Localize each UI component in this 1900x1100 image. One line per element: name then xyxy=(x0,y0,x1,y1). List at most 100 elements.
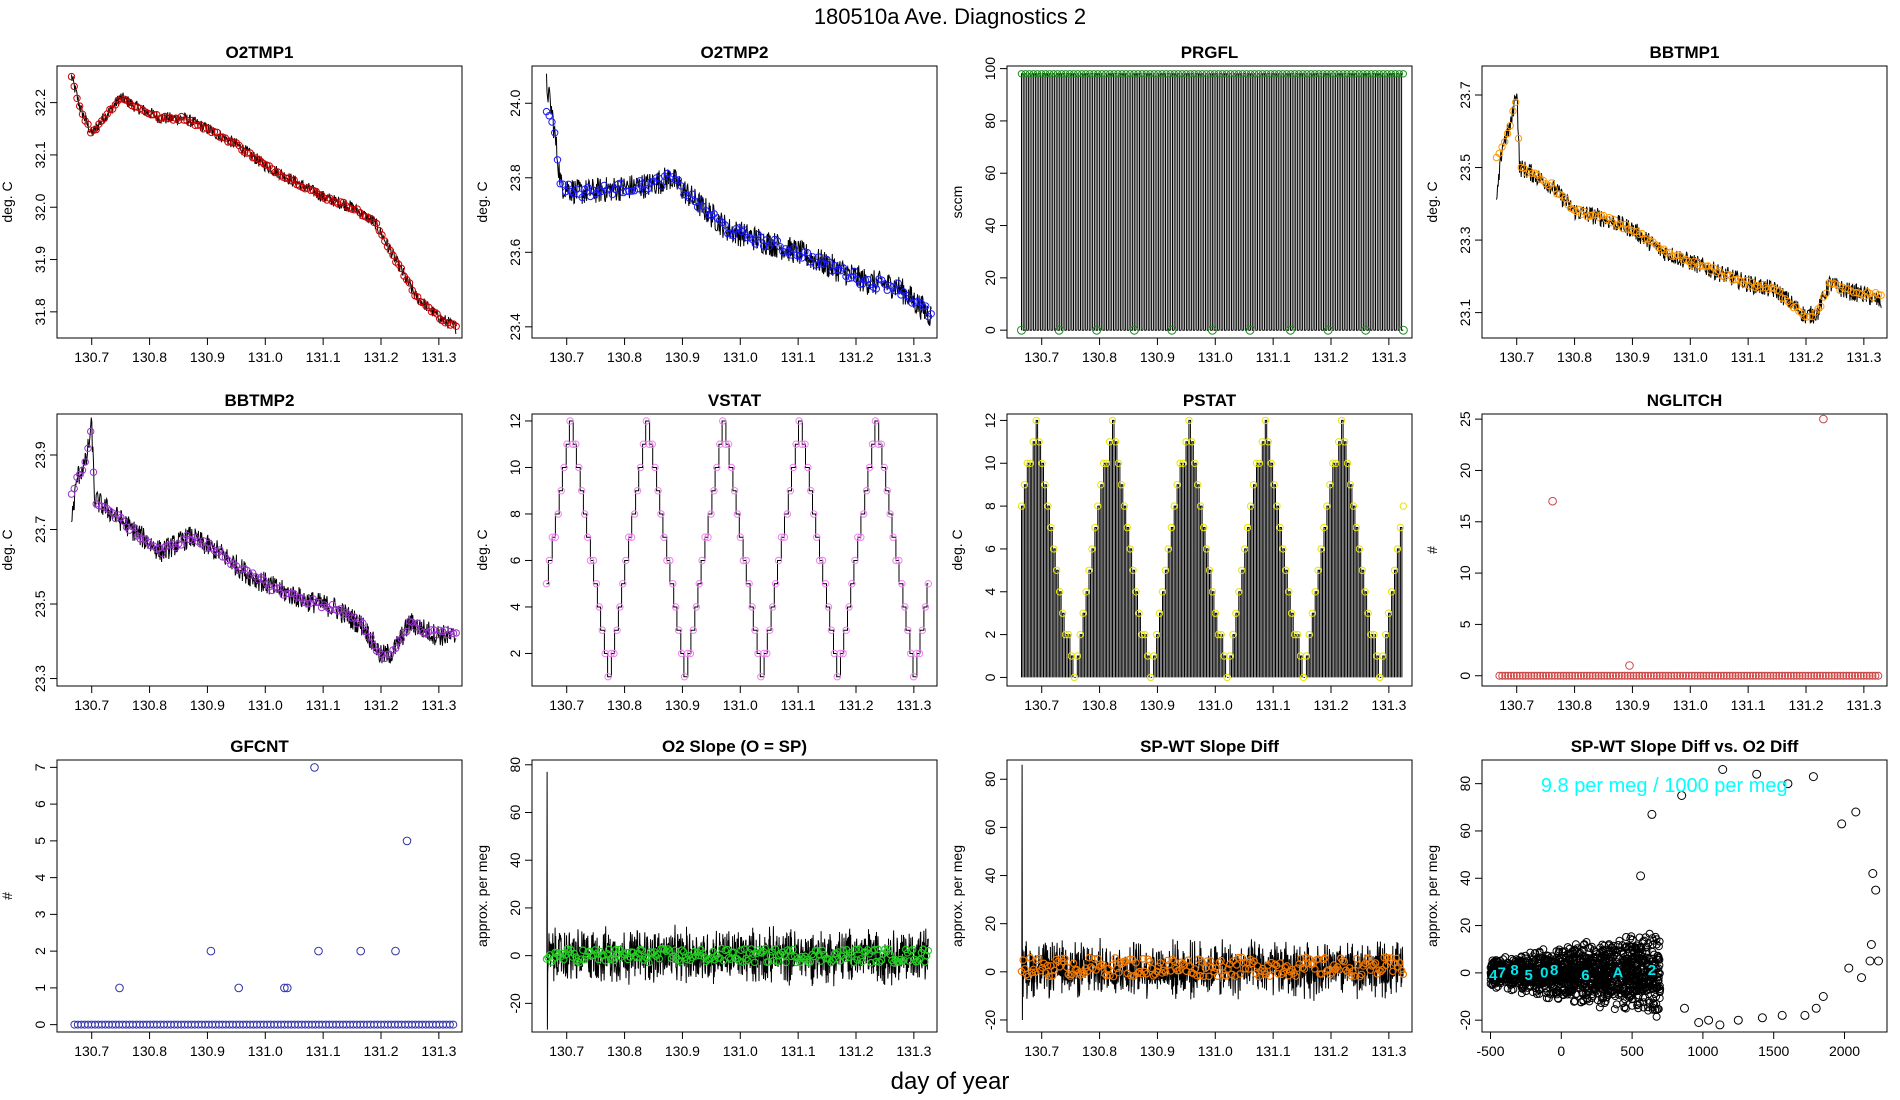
data-point xyxy=(851,945,860,954)
data-point xyxy=(218,553,227,561)
data-point xyxy=(1335,438,1343,446)
y-axis-label: deg. C xyxy=(474,181,490,222)
data-point xyxy=(89,126,98,134)
data-point xyxy=(1714,671,1722,680)
data-point xyxy=(372,647,381,655)
data-point xyxy=(359,619,367,627)
data-point xyxy=(1230,70,1239,78)
data-point xyxy=(1125,955,1133,964)
data-point xyxy=(553,156,562,164)
data-point xyxy=(883,487,891,495)
data-point xyxy=(892,556,900,565)
chart-title: O2 Slope (O = SP) xyxy=(662,737,807,756)
y-axis-label: deg. C xyxy=(1424,181,1440,222)
data-point xyxy=(1631,964,1640,973)
data-point xyxy=(798,440,806,448)
data-point xyxy=(1339,70,1347,78)
data-point xyxy=(647,178,655,186)
data-point xyxy=(1167,325,1177,335)
data-point xyxy=(751,626,759,634)
data-point xyxy=(1047,523,1055,532)
data-point xyxy=(1560,947,1569,956)
data-point xyxy=(1073,652,1082,660)
data-point xyxy=(348,205,356,213)
data-point xyxy=(1191,459,1199,468)
y-tick-label: 24.0 xyxy=(507,89,523,116)
data-point xyxy=(76,102,84,110)
data-point xyxy=(1070,673,1079,682)
data-point xyxy=(780,951,789,959)
data-point xyxy=(846,949,855,957)
data-point xyxy=(1045,70,1054,78)
data-point xyxy=(1273,502,1281,510)
data-point xyxy=(1182,70,1191,78)
data-point xyxy=(1319,70,1327,78)
x-tick-label: 131.3 xyxy=(421,1043,456,1059)
data-point xyxy=(665,947,674,955)
data-point xyxy=(1140,967,1149,976)
y-tick-label: 10 xyxy=(1457,565,1473,581)
data-point xyxy=(658,182,666,190)
data-point xyxy=(397,264,405,273)
data-point xyxy=(697,945,705,954)
data-point xyxy=(1597,671,1606,680)
data-point xyxy=(1495,149,1503,158)
data-point xyxy=(901,603,909,611)
data-point xyxy=(1191,965,1199,973)
data-point xyxy=(833,673,841,681)
data-point xyxy=(680,673,689,681)
x-tick-label: 131.1 xyxy=(1731,349,1766,365)
data-point xyxy=(1154,962,1163,971)
data-point xyxy=(742,556,750,565)
data-point xyxy=(1514,134,1523,143)
data-point xyxy=(1173,481,1181,489)
data-point xyxy=(1164,545,1173,553)
data-point xyxy=(1097,481,1105,489)
x-tick-label: 131.3 xyxy=(1371,349,1406,365)
data-point xyxy=(1287,70,1295,78)
data-point xyxy=(1045,972,1054,981)
plot-area xyxy=(1017,416,1407,682)
data-point xyxy=(1265,972,1274,981)
data-point xyxy=(809,253,817,261)
data-point xyxy=(1600,977,1609,986)
data-point xyxy=(1614,671,1623,680)
data-point xyxy=(924,946,933,955)
data-point xyxy=(721,440,730,448)
data-point xyxy=(606,184,614,193)
x-tick-label: 131.2 xyxy=(1788,349,1823,365)
data-point xyxy=(813,946,822,955)
data-point xyxy=(1819,414,1828,424)
data-point xyxy=(1106,971,1114,980)
data-point xyxy=(147,111,155,119)
plot-frame xyxy=(1006,65,1413,339)
data-point xyxy=(1395,70,1403,78)
data-point xyxy=(927,310,935,318)
y-axis-label: deg. C xyxy=(0,529,15,570)
data-point xyxy=(1778,671,1787,680)
data-point xyxy=(1185,416,1193,425)
data-point xyxy=(751,240,759,248)
data-point xyxy=(676,957,684,966)
data-point xyxy=(1644,1006,1653,1015)
data-point xyxy=(769,956,778,965)
y-tick-label: 23.8 xyxy=(507,164,523,191)
data-point xyxy=(1763,671,1772,680)
data-point xyxy=(78,110,87,118)
data-point xyxy=(1355,70,1363,78)
data-point xyxy=(1206,70,1215,78)
data-point xyxy=(713,463,721,472)
x-tick-label: 130.8 xyxy=(1082,349,1117,365)
x-tick-label: 131.3 xyxy=(1846,697,1881,713)
data-point xyxy=(1576,980,1585,989)
data-point xyxy=(115,983,124,993)
data-point xyxy=(850,267,858,276)
data-point xyxy=(560,955,568,964)
data-point xyxy=(919,945,927,954)
data-point xyxy=(645,958,653,967)
data-point xyxy=(1302,652,1311,660)
y-tick-label: 0 xyxy=(982,968,998,976)
data-point xyxy=(1347,70,1355,78)
data-point xyxy=(1056,588,1064,596)
data-point xyxy=(1066,972,1074,980)
